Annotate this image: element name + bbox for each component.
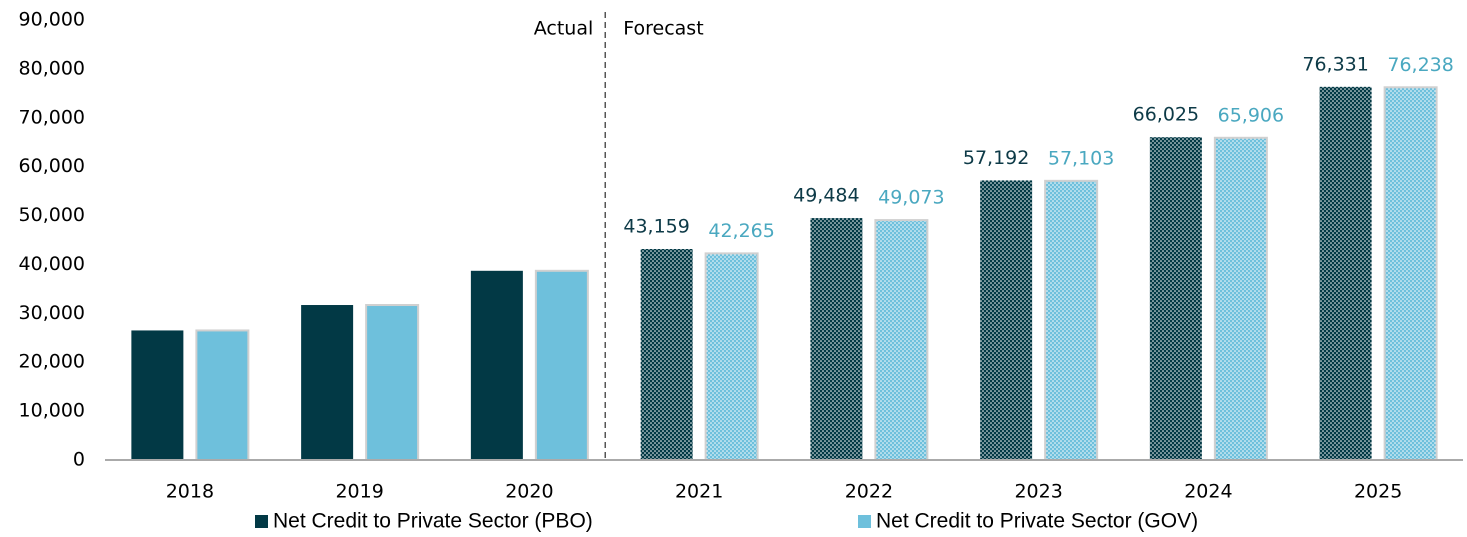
x-tick-label: 2021	[675, 481, 723, 503]
bar	[301, 305, 354, 460]
bar	[1383, 86, 1438, 462]
bar	[365, 304, 420, 461]
legend-label: Net Credit to Private Sector (GOV)	[876, 510, 1198, 533]
data-label: 49,484	[793, 185, 859, 207]
data-label: 65,906	[1218, 104, 1284, 126]
bar	[470, 270, 523, 460]
data-label: 76,238	[1387, 54, 1453, 76]
data-label: 49,073	[878, 187, 944, 209]
x-tick-label: 2025	[1354, 481, 1402, 503]
data-label: 57,103	[1048, 147, 1114, 169]
data-label: 42,265	[708, 220, 774, 242]
x-tick-label: 2019	[335, 481, 383, 503]
bar	[640, 249, 693, 460]
data-label: 43,159	[623, 216, 689, 238]
y-tick-label: 90,000	[19, 9, 85, 31]
y-tick-label: 40,000	[19, 253, 85, 275]
annotation: Actual	[534, 18, 594, 40]
y-tick-label: 10,000	[19, 400, 85, 422]
bar	[131, 330, 184, 460]
bar	[1149, 137, 1202, 460]
y-tick-label: 60,000	[19, 155, 85, 177]
annotation: Forecast	[623, 18, 703, 40]
data-label: 76,331	[1302, 53, 1368, 75]
y-tick-label: 80,000	[19, 57, 85, 79]
bar	[704, 252, 759, 461]
y-tick-label: 70,000	[19, 106, 85, 128]
x-tick-label: 2018	[166, 481, 214, 503]
bar	[810, 218, 863, 460]
bar	[980, 180, 1033, 461]
y-tick-label: 50,000	[19, 204, 85, 226]
legend-label: Net Credit to Private Sector (PBO)	[273, 510, 593, 533]
bar	[1213, 136, 1268, 462]
bar	[1044, 179, 1099, 461]
bar	[534, 269, 589, 461]
x-tick-label: 2023	[1014, 481, 1062, 503]
bar	[195, 329, 250, 462]
x-tick-label: 2022	[845, 481, 893, 503]
legend-swatch	[255, 515, 268, 528]
bar	[874, 219, 929, 461]
data-label: 66,025	[1133, 104, 1199, 126]
x-tick-label: 2024	[1184, 481, 1232, 503]
y-tick-label: 30,000	[19, 302, 85, 324]
y-tick-label: 20,000	[19, 351, 85, 373]
bar	[1319, 86, 1372, 460]
y-tick-label: 0	[73, 449, 85, 471]
x-tick-label: 2020	[505, 481, 553, 503]
legend-swatch	[858, 515, 871, 528]
data-label: 57,192	[963, 147, 1029, 169]
